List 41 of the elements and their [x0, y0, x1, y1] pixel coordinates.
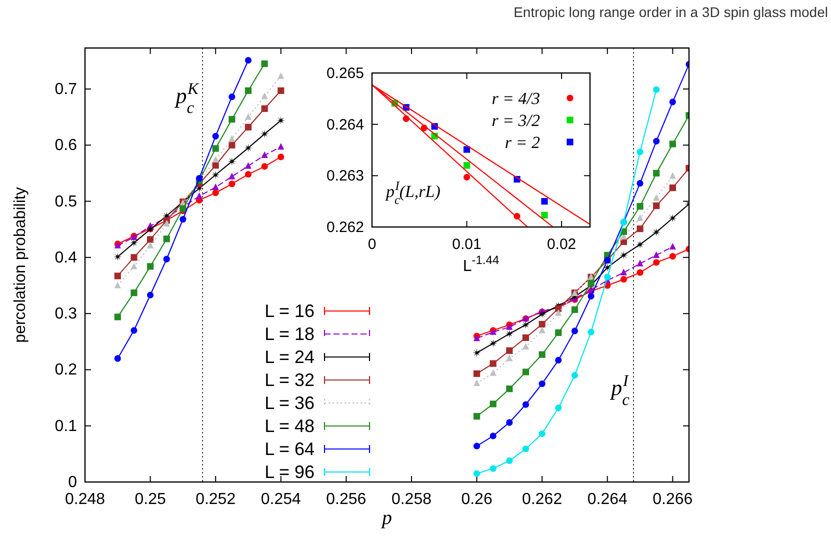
x-tick-label: 0: [368, 236, 376, 253]
x-tick-label: 0.02: [546, 236, 576, 253]
legend-label: L = 16: [264, 301, 315, 321]
x-tick-label: 0.266: [652, 491, 693, 508]
legend-label: L = 24: [264, 347, 315, 367]
x-tick-label: 0.26: [461, 491, 492, 508]
y-tick-label: 0.4: [54, 249, 78, 266]
y-tick-label: 0: [68, 474, 78, 491]
x-tick-label: 0.248: [64, 491, 106, 508]
legend-label: r = 2: [504, 133, 540, 152]
x-tick-label: 0.25: [134, 491, 166, 508]
y-tick-label: 0.7: [54, 80, 78, 98]
y-tick-label: 0.6: [54, 137, 78, 154]
legend-label: L = 36: [264, 393, 315, 413]
x-tick-label: 0.258: [391, 491, 432, 508]
x-axis-title: L$^{-1.44}$: [462, 253, 500, 275]
legend-label: L = 18: [264, 324, 315, 344]
annotation: p$_{c}$$^{I}$(L,rL): [385, 179, 441, 207]
y-tick-label: 0.264: [326, 116, 364, 134]
legend-label: L = 64: [264, 439, 315, 459]
y-tick-label: 0.5: [54, 193, 78, 210]
y-tick-label: 0.265: [326, 65, 364, 82]
x-tick-label: 0.264: [587, 491, 628, 508]
x-tick-label: 0.01: [452, 236, 482, 253]
chart-title: Entropic long range order in a 3D spin glass model: [514, 4, 828, 20]
legend-label: r = 3/2: [492, 111, 540, 130]
y-tick-label: 0.2: [54, 362, 78, 379]
x-axis-title: p: [380, 507, 392, 529]
legend-label: L = 32: [264, 370, 315, 390]
legend-label: r = 4/3: [492, 89, 540, 108]
legend-label: L = 96: [264, 462, 315, 482]
x-tick-label: 0.262: [522, 491, 562, 508]
y-tick-label: 0.3: [54, 306, 78, 323]
y-tick-label: 0.263: [326, 168, 364, 185]
legend-label: L = 48: [264, 416, 315, 436]
y-tick-label: 0.262: [326, 219, 364, 236]
y-axis-title: percolation probability: [12, 187, 29, 343]
x-tick-label: 0.252: [196, 491, 236, 508]
x-tick-label: 0.256: [326, 491, 366, 508]
x-tick-label: 0.254: [260, 491, 302, 508]
y-tick-label: 0.1: [54, 418, 78, 435]
